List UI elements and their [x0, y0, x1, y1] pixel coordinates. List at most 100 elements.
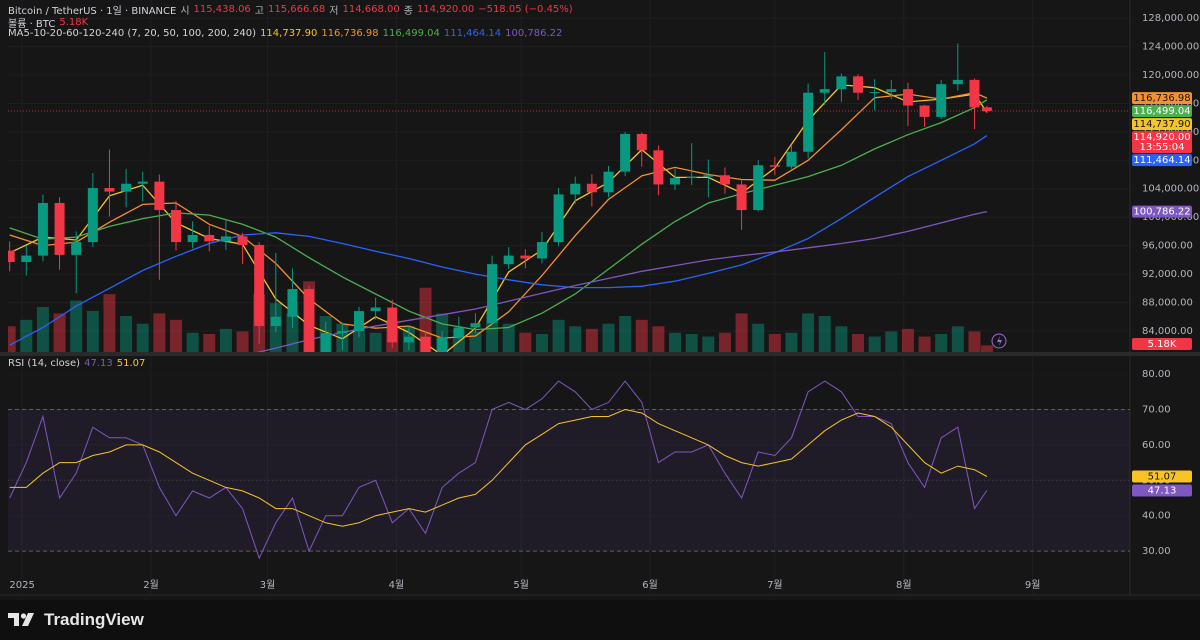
ma-line	[9, 92, 988, 339]
candle-body	[270, 316, 281, 327]
candle-body	[670, 178, 681, 185]
volume-bar	[170, 319, 183, 352]
volume-bar	[219, 328, 232, 352]
candle-body	[686, 176, 697, 179]
candle-body	[437, 337, 448, 352]
y-tick-label: 60.00	[1142, 440, 1171, 451]
volume-bar	[8, 326, 16, 352]
x-tick-label: 9월	[1025, 579, 1041, 591]
volume-bar	[635, 319, 648, 352]
candle-body	[187, 234, 198, 243]
legend-change: −518.05 (−0.45%)	[478, 4, 573, 15]
volume-bar	[835, 326, 848, 352]
price-tag	[1132, 131, 1192, 154]
volume-bar	[901, 328, 914, 352]
legend-value: 115,666.68	[268, 4, 326, 15]
price-tag-label: 114,920.00	[1133, 132, 1190, 143]
volume-bar	[718, 332, 731, 352]
candle-body	[220, 236, 231, 242]
chart: 2025 2월 3월 4월 5월 6월 7월 8월 9월 84,000.00 88,000.00 92…	[0, 0, 1200, 596]
volume-bar	[552, 319, 565, 352]
price-tag	[1132, 484, 1192, 497]
candle-body	[204, 234, 215, 242]
price-tag-label: 51.07	[1148, 471, 1177, 482]
volume-bar	[602, 323, 615, 352]
ma-line	[9, 135, 988, 346]
volume-bar	[702, 336, 715, 352]
ma-title: MA5-10-20-60-120-240 (7, 20, 50, 100, 20…	[8, 28, 257, 39]
volume-bar	[469, 331, 482, 352]
volume-bar	[203, 334, 216, 352]
candle-body	[803, 92, 814, 152]
candle-body	[786, 151, 797, 167]
price-tag	[1132, 118, 1192, 131]
legend-label: 종	[403, 6, 413, 17]
volume-bar	[752, 323, 765, 352]
price-tag-label: 114,737.90	[1133, 119, 1190, 130]
y-tick-label: 80.00	[1142, 369, 1171, 380]
candle-body	[37, 202, 48, 256]
rsi-value: 51.07	[116, 358, 146, 369]
price-tag	[1132, 92, 1192, 105]
volume-bar	[36, 307, 49, 352]
y-tick-label: 92,000.00	[1142, 269, 1193, 280]
candle-body	[653, 150, 664, 185]
volume-bar	[569, 326, 582, 352]
price-tag-label: 13:55:04	[1140, 142, 1185, 153]
alert-icon[interactable]	[991, 333, 1007, 349]
ma-value: 116,499.04	[382, 28, 440, 39]
candle-body	[8, 250, 15, 263]
alert-icon-bolt	[997, 336, 1002, 346]
candle-body	[553, 194, 564, 243]
candle-body	[753, 165, 764, 211]
candle-body	[570, 183, 581, 195]
price-tag-label: 116,736.98	[1133, 93, 1190, 104]
volume-bar	[502, 323, 515, 352]
y-tick-label: 104,000.00	[1142, 184, 1199, 195]
volume-bar	[86, 310, 99, 352]
candle-body	[869, 91, 880, 93]
legend-label: 저	[329, 6, 339, 17]
candle-body	[171, 210, 182, 243]
candle-body	[320, 333, 331, 352]
footer: TradingView	[0, 600, 1200, 640]
volume-tag-label: 5.18K	[1148, 339, 1177, 350]
brand-logo	[8, 613, 34, 626]
candle-body	[919, 105, 930, 117]
price-tag	[1132, 470, 1192, 483]
legend-main: Bitcoin / TetherUS · 1일 · BINANCE 시 115,4…	[8, 2, 573, 17]
candle-body	[603, 171, 614, 193]
x-tick-label: 3월	[260, 579, 276, 591]
price-tag	[1132, 205, 1192, 218]
rsi-title: RSI (14, close)	[8, 358, 81, 369]
ma-value: 114,737.90	[260, 28, 318, 39]
price-tag	[1132, 105, 1192, 118]
candle-body	[71, 242, 82, 255]
volume-bar	[535, 334, 548, 352]
volume-bar	[519, 332, 532, 352]
y-tick-label: 100,000.00	[1142, 212, 1199, 223]
candle-body	[154, 181, 165, 211]
candle-body	[420, 336, 431, 352]
volume-value: 5.18K	[59, 17, 89, 28]
y-tick-label: 128,000.00	[1142, 13, 1199, 24]
volume-bar	[968, 331, 981, 352]
x-tick-label: 6월	[642, 579, 658, 591]
y-tick-label: 88,000.00	[1142, 298, 1193, 309]
volume-bar	[885, 331, 898, 352]
volume-bar	[53, 313, 66, 352]
y-tick-label: 84,000.00	[1142, 326, 1193, 337]
candle-body	[520, 255, 531, 259]
volume-bar	[935, 334, 948, 352]
legend-label: 고	[254, 6, 264, 17]
brand-name: TradingView	[44, 610, 144, 629]
rsi-value: 47.13	[84, 358, 113, 369]
x-tick-label: 2025	[9, 580, 34, 591]
volume-bar	[785, 332, 798, 352]
candle-body	[487, 264, 498, 324]
volume-bar	[70, 300, 83, 352]
y-tick-label: 70.00	[1142, 404, 1171, 415]
legend-ma: MA5-10-20-60-120-240 (7, 20, 50, 100, 20…	[8, 28, 562, 39]
candle-body	[886, 89, 897, 92]
volume-bar	[852, 334, 865, 352]
